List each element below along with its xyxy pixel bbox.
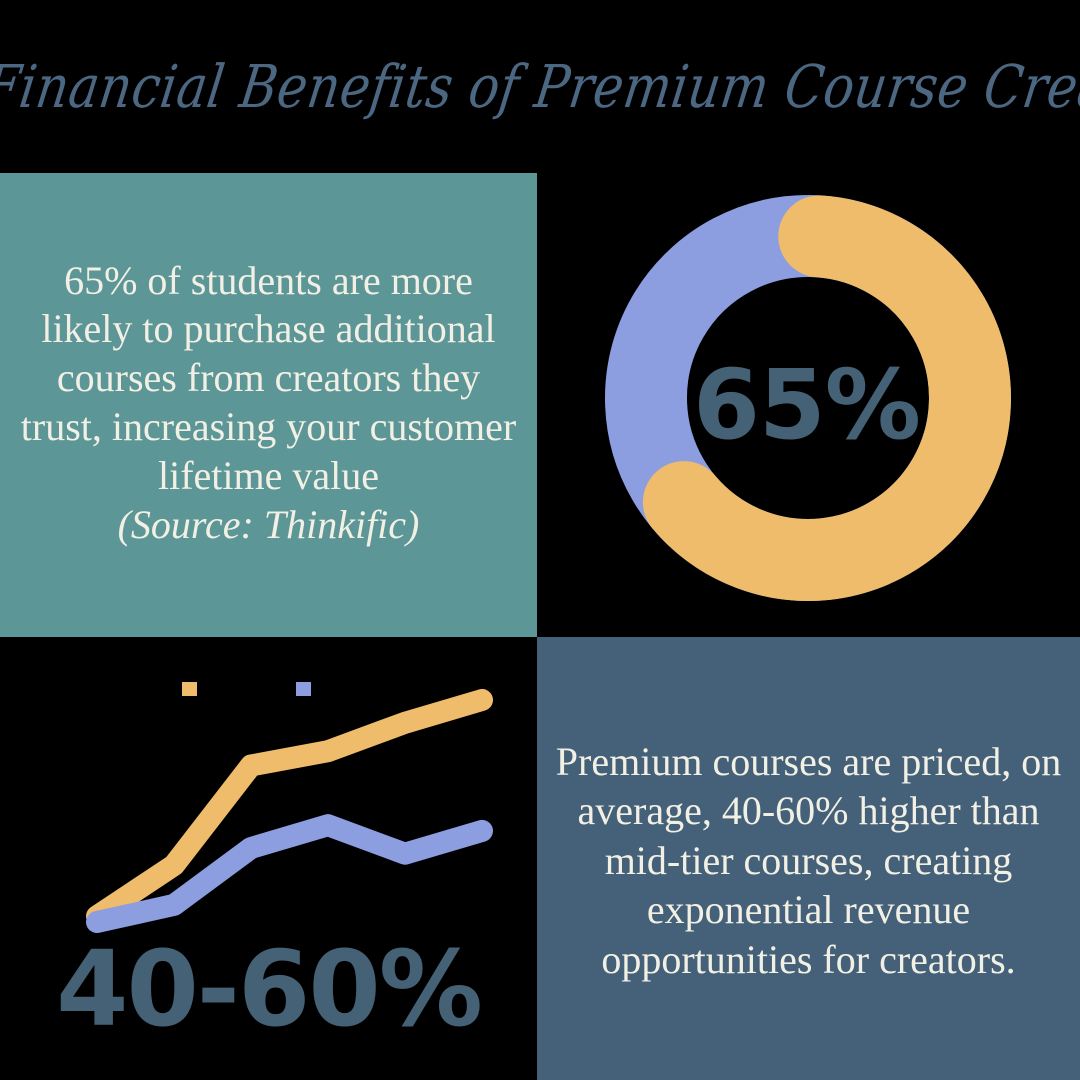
line-chart-svg xyxy=(86,682,493,933)
line-series-midtier xyxy=(86,814,493,933)
page-title: The Financial Benefits of Premium Course… xyxy=(0,52,1080,121)
blue-panel-body: Premium courses are priced, on average, … xyxy=(555,738,1062,982)
donut-slice-main xyxy=(642,195,1011,601)
line-chart-legend xyxy=(182,682,311,696)
donut-chart-svg xyxy=(605,195,1011,601)
stat-panel-blue: Premium courses are priced, on average, … xyxy=(537,637,1080,1080)
line-series-premium xyxy=(86,689,493,928)
teal-panel-body: 65% of students are more likely to purch… xyxy=(20,257,517,498)
legend-swatch-series-1 xyxy=(182,682,197,696)
line-chart-panel: 40-60% xyxy=(0,637,537,1080)
teal-panel-text: 65% of students are more likely to purch… xyxy=(18,257,519,550)
teal-panel-source: (Source: Thinkific) xyxy=(117,501,420,547)
stat-panel-teal: 65% of students are more likely to purch… xyxy=(0,173,537,637)
legend-swatch-series-2 xyxy=(296,682,311,696)
title-bar: The Financial Benefits of Premium Course… xyxy=(0,0,1080,173)
line-chart-stat-label: 40-60% xyxy=(56,928,483,1050)
donut-chart-panel: 65% xyxy=(537,173,1080,637)
